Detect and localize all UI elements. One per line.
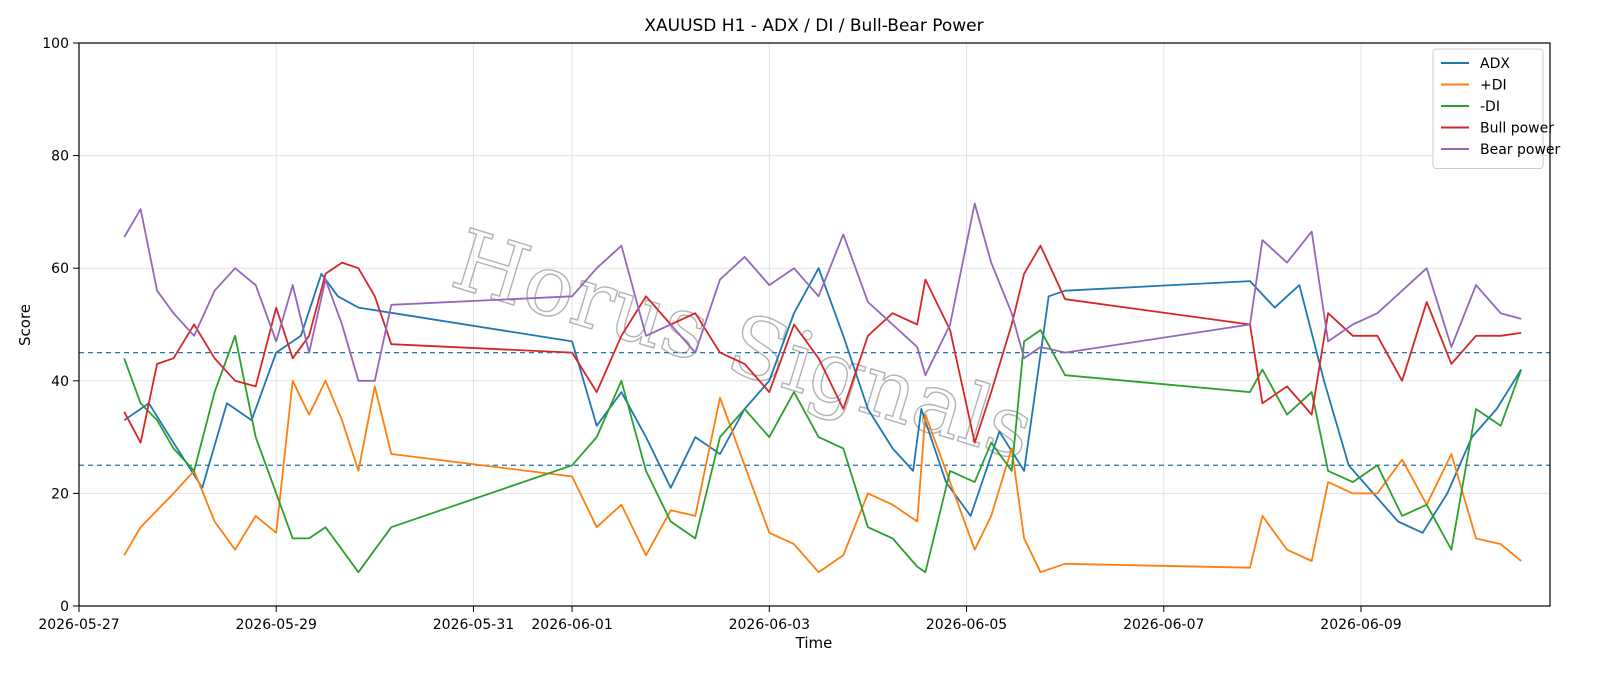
y-tick-label: 80: [51, 149, 69, 165]
x-tick-label: 2026-06-07: [1123, 617, 1204, 633]
x-tick-label: 2026-06-09: [1320, 617, 1401, 633]
legend-box: [1432, 48, 1544, 169]
y-axis-ticks: 0 20 40 60 80 100: [42, 36, 79, 615]
series-lines: [123, 202, 1523, 574]
x-tick-label: 2026-05-31: [433, 617, 514, 633]
legend-label: Bull power: [1480, 121, 1554, 137]
x-axis-title: Time: [795, 634, 833, 652]
series-line-bull-power: [123, 244, 1522, 444]
series-line-di: [123, 379, 1522, 574]
y-tick-label: 100: [42, 36, 69, 52]
x-tick-label: 2026-06-05: [926, 617, 1007, 633]
reference-lines: [79, 351, 1550, 466]
x-tick-label: 2026-05-29: [236, 617, 317, 633]
legend: ADX +DI -DI Bull power Bear power: [1432, 48, 1561, 169]
y-tick-label: 0: [60, 599, 69, 615]
series-line-bear-power: [123, 202, 1522, 382]
x-axis-ticks: 2026-05-27 2026-05-29 2026-05-31 2026-06-01…: [38, 606, 1402, 633]
y-tick-label: 20: [51, 486, 69, 502]
legend-label: Bear power: [1480, 142, 1561, 158]
y-tick-label: 60: [51, 261, 69, 277]
chart-title: XAUUSD H1 - ADX / DI / Bull-Bear Power: [644, 16, 983, 36]
legend-label: ADX: [1480, 56, 1510, 72]
x-tick-label: 2026-06-01: [531, 617, 612, 633]
series-line-adx: [123, 267, 1522, 534]
x-tick-label: 2026-06-03: [729, 617, 810, 633]
series-line-di: [123, 329, 1523, 574]
y-tick-label: 40: [51, 374, 69, 390]
legend-label: +DI: [1480, 78, 1507, 94]
legend-label: -DI: [1480, 99, 1500, 115]
y-axis-title: Score: [16, 304, 34, 346]
plot-frame: [78, 42, 1551, 607]
x-tick-label: 2026-05-27: [38, 617, 119, 633]
